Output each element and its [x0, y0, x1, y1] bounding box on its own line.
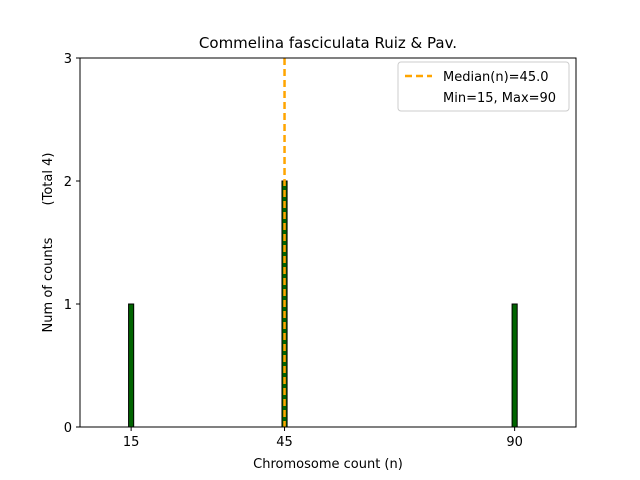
legend: Median(n)=45.0 Min=15, Max=90	[397, 61, 570, 112]
plot-frame	[79, 57, 577, 428]
x-axis-label: Chromosome count (n)	[253, 457, 403, 472]
x-tick-label-15: 15	[123, 435, 140, 450]
bar-n-15	[128, 303, 135, 428]
legend-entry-median: Median(n)=45.0	[443, 70, 549, 85]
y-axis-ticks: 0 1 2 3	[64, 52, 80, 436]
x-tick-label-90: 90	[506, 435, 523, 450]
x-tick-label-45: 45	[276, 435, 293, 450]
y-axis-total-label: (Total 4)	[41, 153, 56, 206]
x-axis-ticks: 15 45 90	[123, 427, 523, 450]
y-tick-label-3: 3	[64, 52, 72, 67]
legend-entry-range: Min=15, Max=90	[443, 91, 556, 106]
y-tick-label-2: 2	[64, 175, 72, 190]
y-tick-label-0: 0	[64, 421, 72, 436]
y-tick-label-1: 1	[64, 298, 72, 313]
y-axis-label: Num of counts	[41, 237, 56, 332]
bar-n-90	[511, 303, 518, 428]
legend-box	[397, 61, 570, 112]
bars-layer	[128, 180, 518, 428]
chart-title: Commelina fasciculata Ruiz & Pav.	[199, 34, 457, 52]
